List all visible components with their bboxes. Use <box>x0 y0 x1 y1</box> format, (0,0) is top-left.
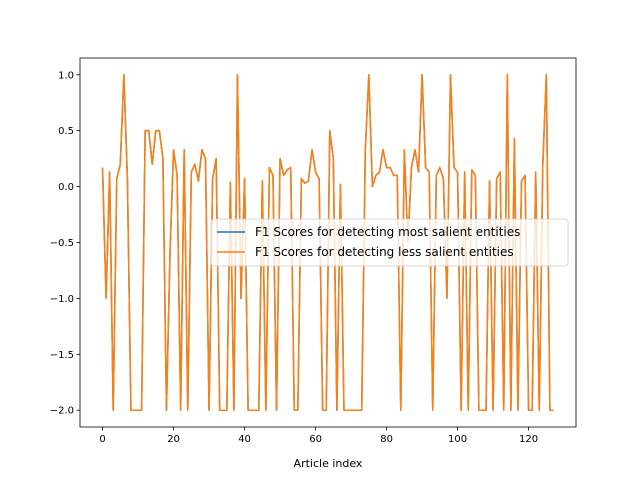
x-tick-label: 0 <box>99 434 105 445</box>
legend-box <box>210 218 569 267</box>
x-tick-label: 20 <box>167 434 180 445</box>
x-tick-label: 120 <box>519 434 538 445</box>
x-tick-label: 80 <box>380 434 393 445</box>
y-tick-label: −2.0 <box>50 406 74 417</box>
y-tick-label: −1.0 <box>50 294 74 305</box>
legend-label-1: F1 Scores for detecting most salient ent… <box>255 225 520 239</box>
y-tick-label: 0.5 <box>58 126 74 137</box>
x-tick-label: 60 <box>309 434 322 445</box>
legend-label-2: F1 Scores for detecting less salient ent… <box>255 245 514 259</box>
series-line-2 <box>101 74 554 411</box>
x-tick-label: 40 <box>238 434 251 445</box>
x-tick-label: 100 <box>448 434 467 445</box>
x-axis-label: Article index <box>294 457 363 470</box>
legend: F1 Scores for detecting most salient ent… <box>210 218 569 267</box>
y-tick-label: −1.5 <box>50 350 74 361</box>
y-tick-label: −0.5 <box>50 238 74 249</box>
series-layer <box>101 74 554 411</box>
y-tick-label: 1.0 <box>58 70 74 81</box>
y-tick-label: 0.0 <box>58 182 74 193</box>
axes-layer: 0 20 40 60 80 100 120 −2.0 −1.5 −1.0 −0.5 0.0 0.5 1.0 <box>50 70 538 445</box>
